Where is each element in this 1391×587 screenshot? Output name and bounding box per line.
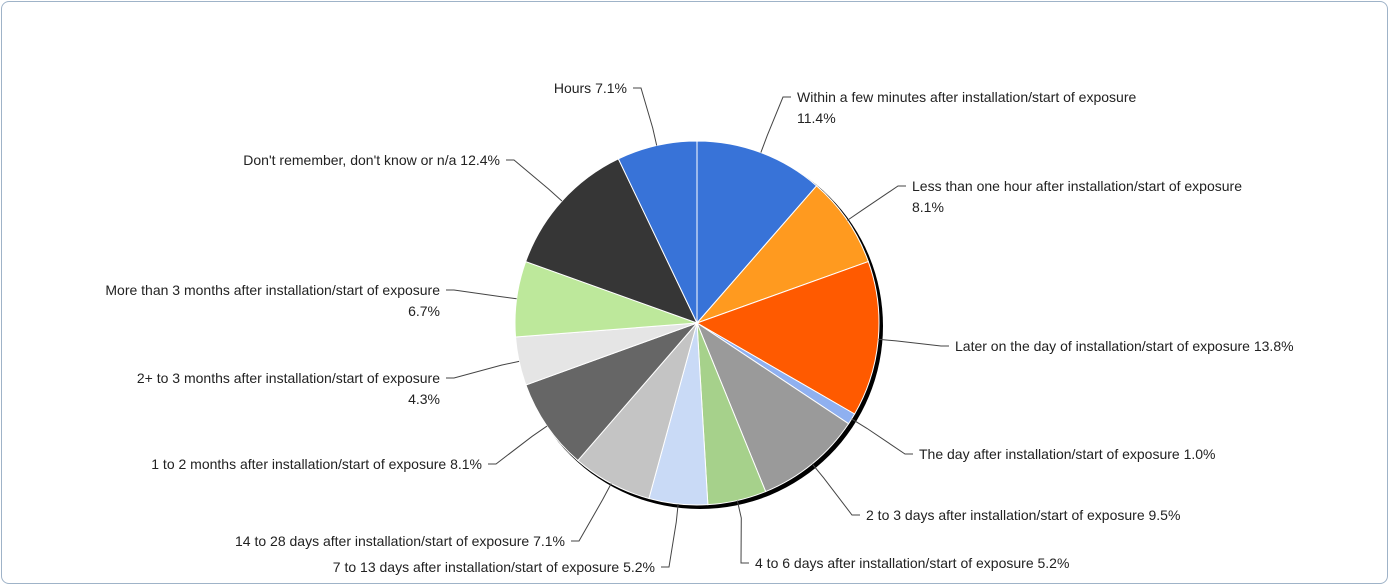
category-label: Later on the day of installation/start o…: [955, 338, 1250, 354]
slice-label: Hours 7.1%: [554, 78, 627, 99]
category-label: 4 to 6 days after installation/start of …: [755, 555, 1034, 571]
category-label: Within a few minutes after installation/…: [797, 89, 1137, 105]
leader-line: [446, 289, 517, 300]
pie-slice: [695, 185, 869, 325]
category-label: 2 to 3 days after installation/start of …: [866, 507, 1145, 523]
value-label: 5.2%: [623, 559, 655, 575]
slice-label: Later on the day of installation/start o…: [955, 336, 1294, 357]
leader-line: [878, 338, 949, 347]
value-label: 12.4%: [460, 152, 500, 168]
value-label: 13.8%: [1253, 338, 1294, 354]
value-label: 1.0%: [1183, 446, 1216, 462]
value-label: 4.3%: [408, 391, 440, 407]
leader-line: [811, 463, 860, 516]
category-label: 2+ to 3 months after installation/start …: [136, 370, 440, 386]
leader-line: [506, 159, 563, 202]
category-label: The day after installation/start of expo…: [919, 446, 1180, 462]
value-label: 8.1%: [450, 456, 482, 472]
category-label: 7 to 13 days after installation/start of…: [332, 559, 620, 575]
category-label: More than 3 months after installation/st…: [105, 282, 440, 298]
pie-slice: [525, 321, 699, 462]
leader-line: [633, 87, 658, 146]
slice-label: More than 3 months after installation/st…: [70, 280, 440, 322]
slice-label: Don't remember, don't know or n/a 12.4%: [243, 150, 500, 171]
slice-label: Less than one hour after installation/st…: [912, 176, 1242, 218]
leader-line: [760, 96, 791, 153]
leader-line: [488, 425, 548, 465]
value-label: 6.7%: [408, 303, 440, 319]
category-label: Less than one hour after installation/st…: [912, 178, 1242, 194]
slice-label: 2+ to 3 months after installation/start …: [120, 368, 440, 410]
value-label: 7.1%: [533, 533, 565, 549]
value-label: 7.1%: [595, 80, 627, 96]
pie-slice: [695, 260, 880, 415]
slice-label: 4 to 6 days after installation/start of …: [755, 553, 1069, 574]
category-label: Hours: [553, 80, 592, 96]
slice-label: 1 to 2 months after installation/start o…: [151, 454, 482, 475]
pie-slice: [525, 158, 698, 324]
value-label: 9.5%: [1148, 507, 1181, 523]
pie-slice: [696, 140, 818, 325]
slice-label: The day after installation/start of expo…: [919, 444, 1216, 465]
leader-line: [847, 185, 906, 221]
value-label: 5.2%: [1037, 555, 1070, 571]
slice-label: 7 to 13 days after installation/start of…: [333, 557, 655, 578]
leader-line: [661, 503, 679, 568]
pie-slice: [617, 140, 698, 324]
value-label: 11.4%: [797, 110, 836, 126]
value-label: 8.1%: [912, 199, 944, 215]
leader-line: [851, 418, 913, 455]
category-label: Don't remember, don't know or n/a: [243, 152, 457, 168]
leader-line: [446, 360, 520, 379]
slice-label: 14 to 28 days after installation/start o…: [235, 531, 565, 552]
slice-label: Within a few minutes after installation/…: [797, 87, 1157, 129]
category-label: 1 to 2 months after installation/start o…: [151, 456, 447, 472]
leader-line: [736, 500, 749, 564]
category-label: 14 to 28 days after installation/start o…: [235, 533, 530, 549]
slice-label: 2 to 3 days after installation/start of …: [866, 505, 1180, 526]
leader-line: [571, 483, 612, 542]
